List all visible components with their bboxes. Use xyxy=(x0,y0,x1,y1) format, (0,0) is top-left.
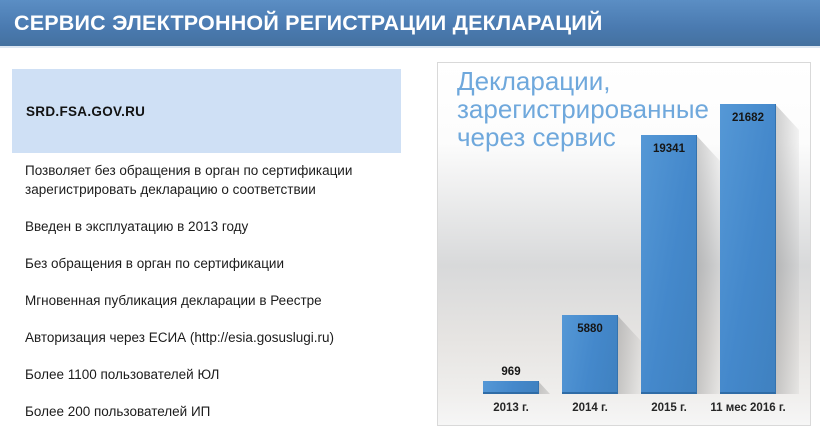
feature-item-2: Введен в эксплуатацию в 2013 году xyxy=(25,219,249,234)
axis-label-2: 2014 г. xyxy=(572,402,608,414)
feature-item-1: Позволяет без обращения в орган по серти… xyxy=(25,163,353,197)
feature-item-3: Без обращения в орган по сертификации xyxy=(25,256,285,271)
feature-item-6: Более 1100 пользователей ЮЛ xyxy=(25,367,220,382)
service-url-box: SRD.FSA.GOV.RU xyxy=(12,69,401,153)
feature-item-7: Более 200 пользователей ИП xyxy=(25,404,211,419)
bar-shadow-1 xyxy=(538,381,562,394)
bar-value-label-2: 5880 xyxy=(577,323,603,335)
chart-plot: 969 2013 г. 5880 2014 г. 19341 2015 г. 21682 11… xyxy=(438,63,810,425)
chart-panel: 969 2013 г. 5880 2014 г. 19341 2015 г. 21682 11… xyxy=(437,62,811,426)
bar-11 мес 2016 г. xyxy=(720,104,776,394)
feature-item-5: Авторизация через ЕСИА (http://esia.gosu… xyxy=(25,330,334,345)
axis-label-1: 2013 г. xyxy=(493,402,529,414)
page-title: СЕРВИС ЭЛЕКТРОННОЙ РЕГИСТРАЦИИ ДЕКЛАРАЦИ… xyxy=(14,10,603,35)
service-url-label: SRD.FSA.GOV.RU xyxy=(26,103,146,119)
axis-label-4: 11 мес 2016 г. xyxy=(710,402,786,414)
feature-item-4: Мгновенная публикация декларации в Реест… xyxy=(25,293,322,308)
bar-value-label-1: 969 xyxy=(501,366,521,378)
header-banner: СЕРВИС ЭЛЕКТРОННОЙ РЕГИСТРАЦИИ ДЕКЛАРАЦИ… xyxy=(0,0,820,48)
axis-label-3: 2015 г. xyxy=(651,402,687,414)
bar-shadow-4 xyxy=(775,104,799,394)
bar-value-label-3: 19341 xyxy=(653,143,685,155)
bar-2013 г. xyxy=(483,381,539,394)
bar-shadow-3 xyxy=(696,135,720,394)
bar-2014 г. xyxy=(562,315,618,394)
bar-value-label-4: 21682 xyxy=(732,112,764,124)
bar-shadow-2 xyxy=(617,315,641,394)
feature-list: Позволяет без обращения в орган по серти… xyxy=(25,161,377,439)
chart-title: Декларации, зарегистрированные через сер… xyxy=(457,66,709,152)
bar-2015 г. xyxy=(641,135,697,394)
